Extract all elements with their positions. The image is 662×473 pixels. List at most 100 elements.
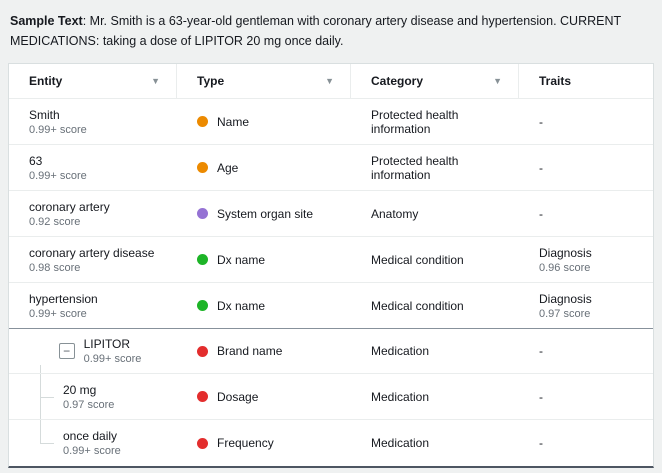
sample-text-block: Sample Text: Mr. Smith is a 63-year-old … <box>0 0 662 59</box>
column-header-entity-label: Entity <box>29 74 63 88</box>
entity-score: 0.99+ score <box>29 307 87 320</box>
traits-cell: - <box>519 374 653 419</box>
entity-cell: 20 mg 0.97 score <box>9 374 177 419</box>
column-header-type-label: Type <box>197 74 225 88</box>
type-label: Name <box>217 114 250 129</box>
category-cell: Medication <box>351 374 519 419</box>
entity-score: 0.99+ score <box>63 445 121 457</box>
entity-text: Smith <box>29 107 60 122</box>
category-cell: Anatomy <box>351 191 519 236</box>
traits-cell: - <box>519 191 653 236</box>
type-color-dot <box>197 437 208 449</box>
sample-text-label: Sample Text <box>10 14 83 28</box>
column-header-traits: Traits <box>519 64 653 98</box>
column-header-traits-label: Traits <box>539 74 572 88</box>
entity-cell: − LIPITOR 0.99+ score <box>9 329 177 373</box>
category-label: Medication <box>371 389 430 404</box>
category-label: Protected health information <box>371 153 459 182</box>
type-color-dot <box>197 208 208 219</box>
type-color-dot <box>197 254 208 265</box>
trait-label: - <box>539 344 543 358</box>
type-color-dot <box>197 391 208 402</box>
category-cell: Protected health information <box>351 145 519 190</box>
category-label: Protected health information <box>371 107 459 136</box>
traits-cell: - <box>519 420 653 466</box>
type-label: Frequency <box>217 436 274 450</box>
chevron-down-icon: ▼ <box>151 75 160 86</box>
minus-icon: − <box>63 343 71 358</box>
type-color-dot <box>197 300 208 311</box>
traits-cell: Diagnosis 0.96 score <box>519 237 653 282</box>
trait-label: - <box>539 114 543 129</box>
table-row-group-parent: − LIPITOR 0.99+ score Brand name Medicat… <box>9 328 653 374</box>
entity-text: LIPITOR <box>83 337 131 351</box>
type-color-dot <box>197 345 208 357</box>
entity-cell: 63 0.99+ score <box>9 145 177 190</box>
entity-text: coronary artery <box>29 199 110 214</box>
category-cell: Medication <box>351 420 519 466</box>
entity-score: 0.99+ score <box>29 169 87 182</box>
table-row: Smith 0.99+ score Name Protected health … <box>9 99 653 145</box>
category-cell: Protected health information <box>351 99 519 144</box>
type-label: Age <box>217 160 239 175</box>
type-label: System organ site <box>217 206 314 221</box>
trait-label: - <box>539 389 543 404</box>
type-cell: Dosage <box>177 374 351 419</box>
sample-text-body: : Mr. Smith is a 63-year-old gentleman w… <box>10 14 621 48</box>
collapse-group-button[interactable]: − <box>58 343 75 359</box>
type-label: Dx name <box>217 298 266 313</box>
trait-label: Diagnosis <box>539 291 592 306</box>
entity-cell: coronary artery 0.92 score <box>9 191 177 236</box>
type-filter-button[interactable]: ▼ <box>323 75 336 88</box>
chevron-down-icon: ▼ <box>325 75 334 86</box>
entity-score: 0.97 score <box>63 398 115 411</box>
table-row: coronary artery disease 0.98 score Dx na… <box>9 237 653 283</box>
table-row-child: 20 mg 0.97 score Dosage Medication - <box>9 374 653 420</box>
entity-cell: Smith 0.99+ score <box>9 99 177 144</box>
column-header-category: Category ▼ <box>351 64 519 98</box>
column-header-entity: Entity ▼ <box>9 64 177 98</box>
entity-text: hypertension <box>29 291 98 306</box>
chevron-down-icon: ▼ <box>493 75 502 86</box>
table-row: 63 0.99+ score Age Protected health info… <box>9 145 653 191</box>
column-header-type: Type ▼ <box>177 64 351 98</box>
type-cell: Dx name <box>177 237 351 282</box>
traits-cell: - <box>519 145 653 190</box>
entity-score: 0.99+ score <box>29 123 87 136</box>
category-cell: Medical condition <box>351 237 519 282</box>
type-cell: Age <box>177 145 351 190</box>
entity-text: 20 mg <box>63 382 97 397</box>
entities-table: Entity ▼ Type ▼ Category ▼ Traits Smith … <box>8 63 654 468</box>
trait-label: - <box>539 206 543 221</box>
entity-cell: once daily 0.99+ score <box>9 420 177 466</box>
trait-score: 0.96 score <box>539 261 591 274</box>
traits-cell: - <box>519 329 653 373</box>
trait-label: - <box>539 436 543 450</box>
type-cell: Dx name <box>177 283 351 328</box>
entity-score: 0.98 score <box>29 261 81 274</box>
category-label: Medical condition <box>371 252 464 267</box>
entity-text: coronary artery disease <box>29 245 155 260</box>
entity-stack: LIPITOR 0.99+ score <box>84 337 142 365</box>
entity-text: once daily <box>63 429 118 443</box>
trait-label: - <box>539 160 543 175</box>
entity-text: 63 <box>29 153 43 168</box>
category-label: Medication <box>371 344 430 358</box>
type-cell: System organ site <box>177 191 351 236</box>
category-cell: Medical condition <box>351 283 519 328</box>
category-cell: Medication <box>351 329 519 373</box>
type-color-dot <box>197 116 208 127</box>
type-color-dot <box>197 162 208 173</box>
type-cell: Frequency <box>177 420 351 466</box>
traits-cell: Diagnosis 0.97 score <box>519 283 653 328</box>
type-label: Dx name <box>217 252 266 267</box>
table-row: coronary artery 0.92 score System organ … <box>9 191 653 237</box>
entity-filter-button[interactable]: ▼ <box>149 75 162 88</box>
entity-score: 0.92 score <box>29 215 81 228</box>
table-row-child: once daily 0.99+ score Frequency Medicat… <box>9 420 653 466</box>
category-label: Anatomy <box>371 206 419 221</box>
category-filter-button[interactable]: ▼ <box>491 75 504 88</box>
category-label: Medication <box>371 436 430 450</box>
type-label: Brand name <box>217 344 283 358</box>
table-row: hypertension 0.99+ score Dx name Medical… <box>9 283 653 329</box>
